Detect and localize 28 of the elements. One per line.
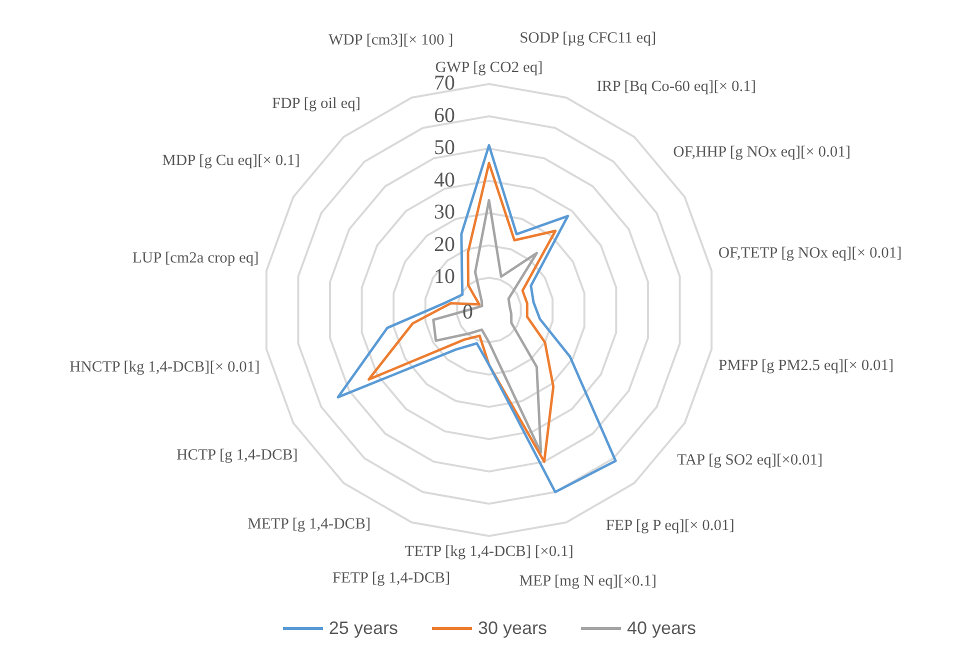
spoke-label: METP [g 1,4-DCB] xyxy=(248,515,371,532)
spoke-label: FDP [g oil eq] xyxy=(272,95,361,112)
spoke-label: PMFP [g PM2.5 eq][× 0.01] xyxy=(718,356,894,374)
y-tick-label: 40 xyxy=(434,167,455,192)
spoke-label: TAP [g SO2 eq][×0.01] xyxy=(677,452,823,469)
spoke-label: HNCTP [kg 1,4-DCB][× 0.01] xyxy=(69,358,260,376)
y-tick-label: 10 xyxy=(434,264,455,288)
spoke-label: FETP [g 1,4-DCB] xyxy=(332,570,450,587)
legend-label: 25 years xyxy=(328,618,398,639)
spoke-label: OF,TETP [g NOx eq][× 0.01] xyxy=(718,244,902,262)
y-tick-label: 60 xyxy=(434,102,455,127)
y-tick-label: 50 xyxy=(434,135,455,160)
y-tick-label: 20 xyxy=(434,232,455,256)
spoke-label: IRP [Bq Co-60 eq][× 0.1] xyxy=(596,78,756,95)
spoke-label: GWP [g CO2 eq] xyxy=(435,59,543,76)
spoke-label: WDP [cm3][× 100 ] xyxy=(328,31,454,48)
spoke-label: MEP [mg N eq][×0.1] xyxy=(519,572,657,590)
spoke-label: MDP [g Cu eq][× 0.1] xyxy=(162,152,300,170)
spoke-label: SODP [µg CFC11 eq] xyxy=(520,30,656,47)
spoke-label: FEP [g P eq][× 0.01] xyxy=(606,516,734,534)
y-tick-label: 0 xyxy=(462,300,473,324)
legend-label: 40 years xyxy=(627,618,696,639)
spoke-label: LUP [cm2a crop eq] xyxy=(132,249,259,266)
legend-label: 30 years xyxy=(478,618,548,639)
spoke-label: TETP [kg 1,4-DCB] [×0.1] xyxy=(404,543,574,560)
spoke-label: HCTP [g 1,4-DCB] xyxy=(176,446,298,464)
spoke-label: OF,HHP [g NOx eq][× 0.01] xyxy=(673,144,851,161)
y-tick-label: 30 xyxy=(434,200,455,224)
